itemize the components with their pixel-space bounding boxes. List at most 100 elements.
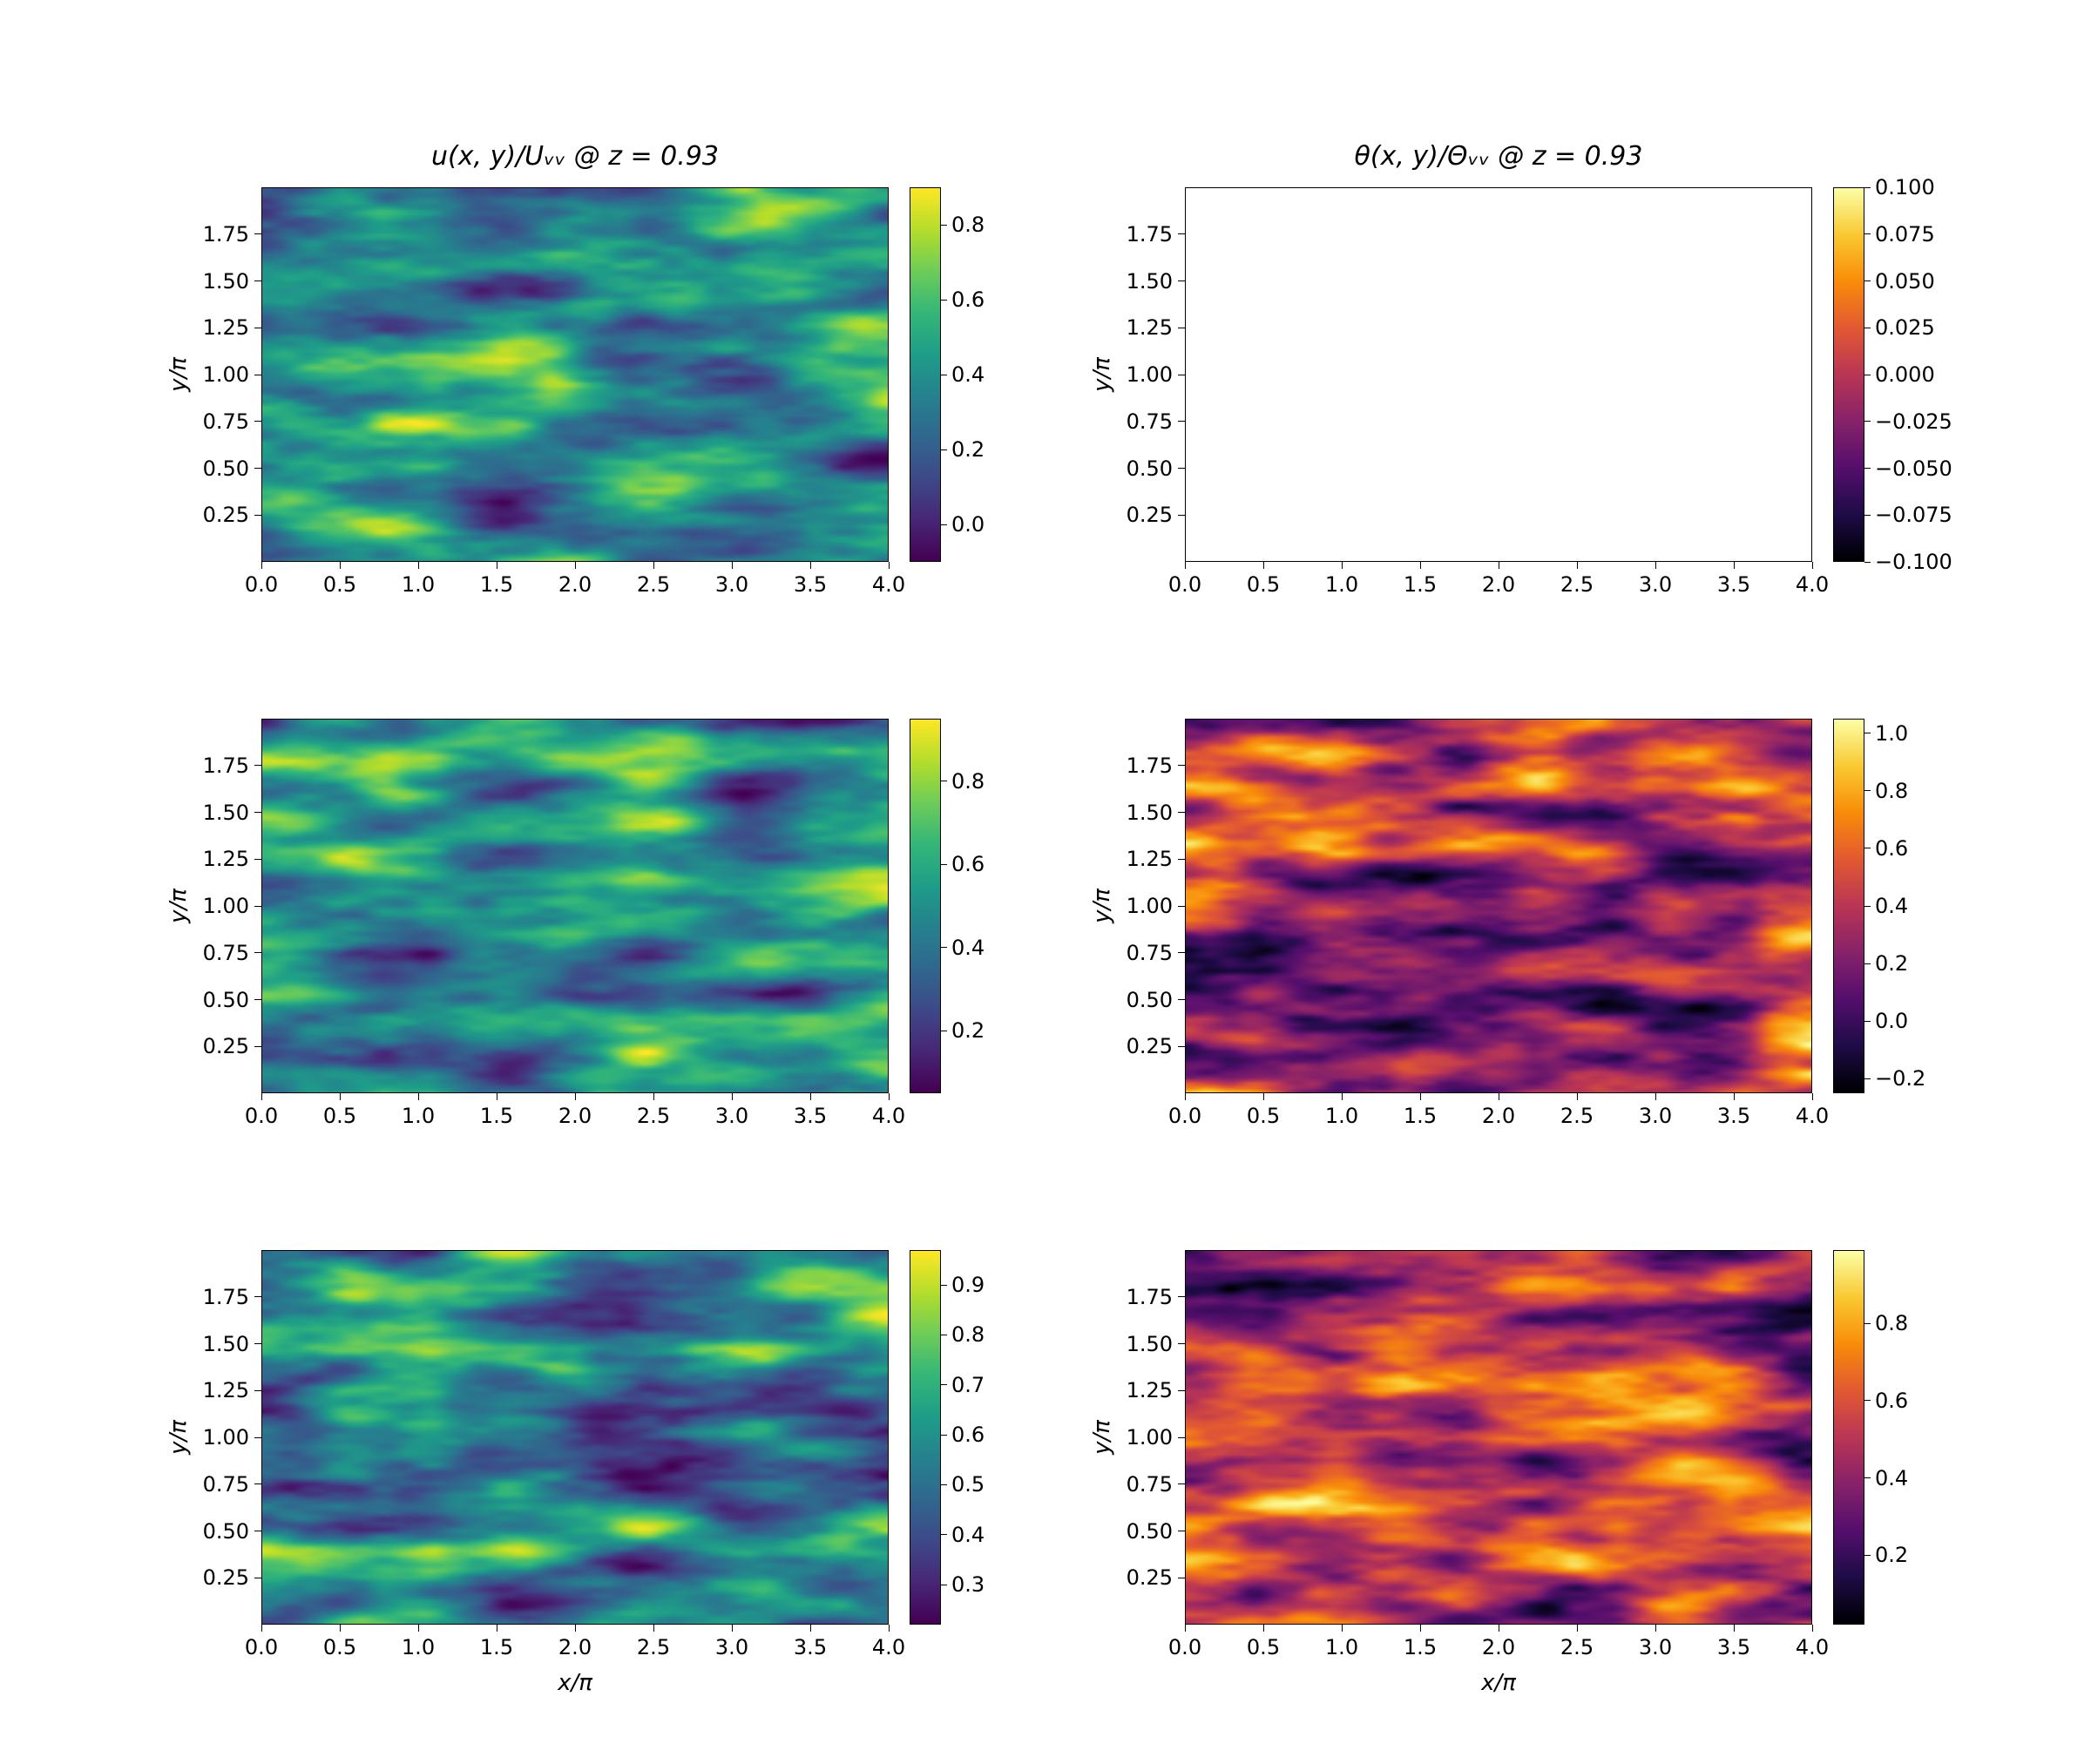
y-axis-label: y/π bbox=[166, 889, 192, 923]
y-tick bbox=[1178, 765, 1185, 766]
x-axis-label: x/π bbox=[1481, 1670, 1516, 1696]
x-tick bbox=[340, 562, 341, 569]
y-tick-label: 0.50 bbox=[1127, 456, 1173, 481]
x-tick-label: 3.5 bbox=[1717, 572, 1750, 597]
cbar-tick bbox=[1864, 1323, 1871, 1324]
x-tick-label: 0.5 bbox=[1247, 1635, 1280, 1659]
cbar-tick-label: 0.7 bbox=[951, 1373, 985, 1397]
x-tick-label: 4.0 bbox=[1796, 1104, 1829, 1128]
y-tick-label: 0.50 bbox=[203, 456, 249, 481]
colorbar bbox=[910, 1250, 941, 1625]
cbar-tick bbox=[941, 1285, 947, 1286]
y-tick bbox=[1178, 952, 1185, 953]
cbar-tick-label: 0.2 bbox=[951, 437, 985, 462]
y-tick bbox=[1178, 1390, 1185, 1391]
y-tick-label: 0.75 bbox=[1127, 1472, 1173, 1497]
y-tick bbox=[254, 1343, 261, 1344]
x-tick bbox=[1812, 562, 1813, 569]
y-tick bbox=[1178, 999, 1185, 1000]
y-tick-label: 0.50 bbox=[1127, 1519, 1173, 1544]
x-tick-label: 3.5 bbox=[794, 1104, 827, 1128]
subplot-title: u(x, y)/Uᵥᵥ @ z = 0.93 bbox=[431, 141, 719, 172]
cbar-tick-label: −0.100 bbox=[1875, 550, 1952, 574]
y-axis-label: y/π bbox=[1089, 357, 1115, 392]
x-tick bbox=[1577, 1093, 1578, 1100]
cbar-tick-label: 0.4 bbox=[951, 1523, 985, 1547]
y-tick-label: 0.75 bbox=[1127, 409, 1173, 434]
x-tick bbox=[1185, 1093, 1186, 1100]
x-tick bbox=[261, 562, 262, 569]
y-tick-label: 1.50 bbox=[203, 1332, 249, 1356]
y-tick bbox=[254, 515, 261, 516]
y-tick-label: 1.75 bbox=[1127, 222, 1173, 247]
subplot-title: θ(x, y)/Θᵥᵥ @ z = 0.93 bbox=[1355, 141, 1643, 172]
cbar-tick-label: 0.6 bbox=[1875, 836, 1908, 861]
cbar-tick-label: 0.6 bbox=[951, 1423, 985, 1447]
y-tick bbox=[1178, 812, 1185, 813]
y-tick-label: 1.00 bbox=[203, 894, 249, 918]
y-tick-label: 1.25 bbox=[203, 847, 249, 871]
y-tick bbox=[254, 859, 261, 860]
y-tick bbox=[254, 233, 261, 234]
cbar-tick bbox=[1864, 280, 1871, 281]
x-tick-label: 4.0 bbox=[1796, 572, 1829, 597]
x-tick-label: 1.0 bbox=[402, 1635, 435, 1659]
cbar-tick bbox=[941, 864, 947, 865]
x-tick-label: 0.5 bbox=[323, 1635, 356, 1659]
x-tick bbox=[1420, 1625, 1421, 1632]
x-tick bbox=[653, 1093, 654, 1100]
x-tick-label: 0.5 bbox=[1247, 572, 1280, 597]
x-tick-label: 3.0 bbox=[715, 1635, 748, 1659]
x-tick bbox=[810, 1625, 811, 1632]
figure: u(x, y)/Uᵥᵥ @ z = 0.93 0.0 0.5 1.0 1.5 2.0 2.5… bbox=[0, 0, 2091, 1764]
cbar-tick bbox=[941, 524, 947, 525]
x-tick-label: 1.0 bbox=[402, 1104, 435, 1128]
cbar-tick bbox=[1864, 906, 1871, 907]
x-tick bbox=[653, 1625, 654, 1632]
cbar-tick bbox=[1864, 1477, 1871, 1478]
cbar-tick bbox=[1864, 1078, 1871, 1079]
x-tick-label: 0.5 bbox=[323, 572, 356, 597]
cbar-tick-label: 0.000 bbox=[1875, 362, 1935, 387]
y-tick-label: 1.75 bbox=[203, 754, 249, 778]
x-tick-label: 2.0 bbox=[1482, 1104, 1515, 1128]
x-tick bbox=[1342, 562, 1343, 569]
y-tick-label: 0.25 bbox=[203, 1565, 249, 1590]
plot-area bbox=[261, 187, 889, 562]
x-tick-label: 4.0 bbox=[1796, 1635, 1829, 1659]
cbar-tick-label: −0.050 bbox=[1875, 456, 1952, 481]
cbar-tick-label: 0.6 bbox=[951, 287, 985, 312]
cbar-tick bbox=[1864, 468, 1871, 469]
x-tick-label: 2.0 bbox=[1482, 1635, 1515, 1659]
x-tick bbox=[1185, 1625, 1186, 1632]
x-tick-label: 3.5 bbox=[794, 572, 827, 597]
cbar-tick-label: 0.4 bbox=[1875, 1466, 1908, 1490]
cbar-tick bbox=[941, 1435, 947, 1436]
cbar-tick-label: 0.4 bbox=[1875, 894, 1908, 918]
x-tick-label: 1.5 bbox=[480, 572, 513, 597]
cbar-tick-label: 0.8 bbox=[1875, 1311, 1908, 1335]
y-tick bbox=[254, 280, 261, 281]
cbar-tick-label: 0.0 bbox=[1875, 1009, 1908, 1033]
y-tick bbox=[254, 765, 261, 766]
x-tick bbox=[1577, 1625, 1578, 1632]
cbar-tick bbox=[941, 1384, 947, 1385]
x-tick bbox=[653, 562, 654, 569]
cbar-tick bbox=[1864, 233, 1871, 234]
y-tick bbox=[254, 421, 261, 422]
x-tick-label: 2.5 bbox=[637, 572, 670, 597]
y-tick-label: 1.75 bbox=[1127, 1285, 1173, 1309]
x-tick-label: 0.0 bbox=[1168, 1104, 1201, 1128]
x-tick bbox=[261, 1625, 262, 1632]
colorbar bbox=[1833, 719, 1864, 1093]
x-tick-label: 1.0 bbox=[1325, 1635, 1358, 1659]
x-tick-label: 2.5 bbox=[1560, 1104, 1594, 1128]
y-tick bbox=[254, 1046, 261, 1047]
y-tick-label: 0.50 bbox=[1127, 988, 1173, 1012]
cbar-tick-label: 0.2 bbox=[1875, 951, 1908, 976]
y-tick-label: 1.50 bbox=[1127, 269, 1173, 294]
x-tick bbox=[889, 1625, 890, 1632]
y-tick-label: 0.75 bbox=[203, 941, 249, 965]
x-tick bbox=[1734, 1625, 1735, 1632]
x-tick-label: 3.5 bbox=[1717, 1104, 1750, 1128]
